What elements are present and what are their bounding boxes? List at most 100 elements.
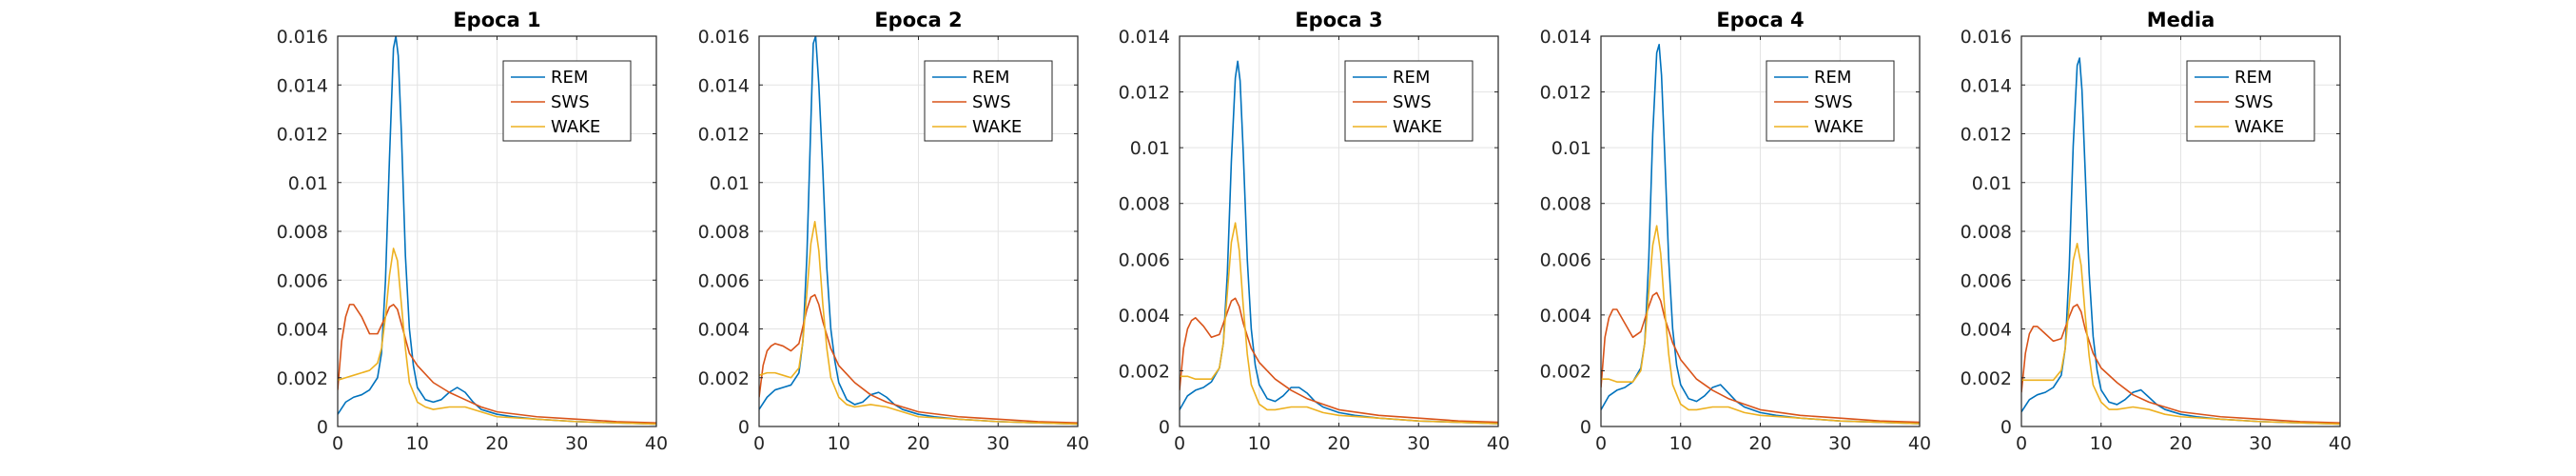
x-tick-label: 20 [485,433,508,454]
y-tick-label: 0.006 [277,270,328,291]
y-tick-label: 0 [1580,417,1591,438]
series-line-wake [338,248,656,426]
y-tick-label: 0.006 [1119,249,1170,270]
series-line-rem [338,36,656,426]
legend-label-sws: SWS [2234,92,2274,112]
x-tick-label: 20 [1327,433,1350,454]
series-line-sws [338,304,656,424]
series-line-sws [1601,291,1920,424]
y-tick-label: 0.012 [277,125,328,146]
series-line-sws [759,293,1078,424]
series-line-sws [1180,297,1498,424]
legend-box [924,60,1053,142]
y-tick-label: 0.002 [1540,361,1591,382]
legend-label-sws: SWS [551,92,590,112]
chart-panel-4: 0 10 20 30 40 0 0.002 0.004 0.006 0.008 0.01 0.012 0… [1540,9,1932,454]
legend: REM SWS WAKE [1766,60,1895,142]
chart-title: Epoca 3 [1295,9,1382,31]
chart-title: Epoca 1 [453,9,540,31]
y-tick-label: 0.002 [1961,368,2012,389]
y-tick-label: 0.012 [698,125,750,146]
series-line-wake [1180,222,1498,425]
y-tick-label: 0.012 [1540,83,1591,104]
legend: REM SWS WAKE [502,60,632,142]
legend-label-wake: WAKE [972,117,1022,137]
y-tick-label: 0.002 [277,368,328,389]
x-tick-label: 20 [2169,433,2192,454]
x-tick-label: 30 [565,433,588,454]
x-tick-label: 30 [2249,433,2272,454]
y-tick-label: 0.008 [1119,194,1170,215]
y-tick-label: 0.008 [1540,194,1591,215]
chart-panel-1: 0 10 20 30 40 0 0.002 0.004 0.006 0.008 0.01 0.012 0… [277,9,669,454]
legend-label-wake: WAKE [2234,117,2284,137]
y-tick-label: 0.006 [1961,270,2012,291]
y-tick-label: 0.002 [1119,361,1170,382]
y-tick-label: 0.01 [710,173,750,194]
y-tick-label: 0.004 [1961,320,2012,341]
y-tick-label: 0.01 [1130,138,1170,159]
x-tick-label: 0 [1174,433,1185,454]
chart-title: Media [2147,9,2215,31]
y-tick-label: 0.016 [698,27,750,48]
x-tick-label: 0 [332,433,343,454]
y-tick-label: 0 [1159,417,1170,438]
legend-label-sws: SWS [1814,92,1853,112]
x-tick-label: 0 [753,433,765,454]
y-tick-label: 0.014 [277,75,328,96]
x-tick-label: 10 [828,433,850,454]
x-tick-label: 10 [406,433,429,454]
x-tick-label: 40 [1066,433,1089,454]
y-tick-label: 0.014 [1540,27,1591,48]
x-tick-label: 20 [907,433,929,454]
x-tick-label: 30 [986,433,1009,454]
y-tick-label: 0.006 [698,270,750,291]
x-tick-label: 40 [645,433,668,454]
y-tick-label: 0.008 [698,222,750,243]
chart-panel-3: 0 10 20 30 40 0 0.002 0.004 0.006 0.008 0.01 0.012 0… [1119,9,1511,454]
x-tick-label: 30 [1407,433,1430,454]
y-tick-label: 0.014 [1961,75,2012,96]
y-tick-label: 0.002 [698,368,750,389]
x-tick-label: 40 [2329,433,2352,454]
legend-label-rem: REM [551,68,588,88]
legend-box [2186,60,2315,142]
y-tick-label: 0.014 [1119,27,1170,48]
chart-title: Epoca 4 [1716,9,1804,31]
legend-label-rem: REM [1393,68,1430,88]
legend-label-rem: REM [1814,68,1851,88]
y-tick-label: 0.008 [1961,222,2012,243]
x-tick-label: 0 [2016,433,2027,454]
x-tick-label: 40 [1487,433,1510,454]
series-line-rem [759,36,1078,426]
y-tick-label: 0.01 [1972,173,2012,194]
x-tick-label: 10 [1248,433,1271,454]
legend-label-wake: WAKE [1393,117,1442,137]
y-tick-label: 0.01 [1551,138,1591,159]
series-line-wake [759,220,1078,426]
x-tick-label: 40 [1908,433,1931,454]
legend: REM SWS WAKE [2186,60,2315,142]
legend-label-wake: WAKE [1814,117,1864,137]
x-tick-label: 30 [1828,433,1851,454]
x-tick-label: 0 [1595,433,1607,454]
legend-box [502,60,632,142]
legend-label-rem: REM [972,68,1009,88]
chart-panel-5: 0 10 20 30 40 0 0.002 0.004 0.006 0.008 0.01 0.012 0… [1961,9,2352,454]
x-tick-label: 10 [2090,433,2113,454]
y-tick-label: 0.004 [1540,306,1591,327]
series-line-wake [2021,243,2340,426]
legend-label-sws: SWS [972,92,1011,112]
legend-label-sws: SWS [1393,92,1432,112]
y-tick-label: 0.004 [1119,306,1170,327]
y-tick-label: 0.01 [288,173,328,194]
y-tick-label: 0.008 [277,222,328,243]
y-tick-label: 0 [738,417,750,438]
y-tick-label: 0.006 [1540,249,1591,270]
legend: REM SWS WAKE [1344,60,1473,142]
legend-box [1344,60,1473,142]
y-tick-label: 0.004 [277,320,328,341]
series-line-sws [2021,304,2340,424]
series-line-rem [2021,57,2340,426]
